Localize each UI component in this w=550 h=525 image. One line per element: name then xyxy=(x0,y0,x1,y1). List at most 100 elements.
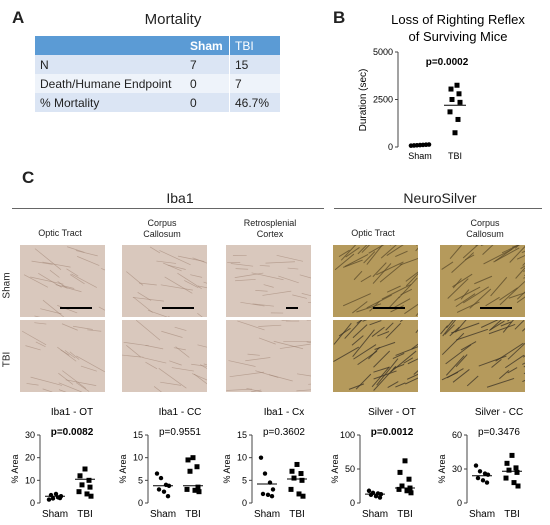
data-point-sham xyxy=(366,488,372,493)
data-point-sham xyxy=(154,471,160,476)
data-point-sham xyxy=(270,487,276,492)
data-point-tbi xyxy=(88,493,94,499)
y-tick-label: 5 xyxy=(242,475,247,485)
chart-b-title: of Surviving Mice xyxy=(409,29,508,44)
data-point-tbi xyxy=(397,469,403,475)
dot-plot-iba-cx: Iba1 - Cx p=0.3602 0 5 10 15 % Area Sham TBI xyxy=(222,407,307,520)
panel-c-letter: C xyxy=(22,168,35,187)
data-point-sham xyxy=(156,487,162,492)
cell-sham: 0 xyxy=(185,74,230,93)
row-label: Death/Humane Endpoint xyxy=(35,74,185,93)
data-point-sham xyxy=(265,492,271,498)
data-point-tbi xyxy=(288,486,294,492)
data-point-tbi xyxy=(513,465,519,471)
table-row: % Mortality 0 46.7% xyxy=(35,93,280,112)
header-blank xyxy=(35,36,185,55)
y-tick-label: 20 xyxy=(25,453,35,463)
iba1-heading: Iba1 xyxy=(166,190,194,206)
cell-tbi: 46.7% xyxy=(229,93,280,112)
data-point-sham xyxy=(484,480,490,485)
y-axis-label: % Area xyxy=(118,454,128,483)
data-point-tbi xyxy=(294,461,300,467)
data-point-tbi xyxy=(404,488,410,494)
data-point-tbi xyxy=(291,475,297,481)
y-tick-label: 30 xyxy=(25,430,35,440)
chart-title: Silver - CC xyxy=(475,407,523,418)
micrograph-image xyxy=(122,320,207,392)
chart-b-title: Loss of Righting Reflex xyxy=(391,12,525,27)
micrograph-image xyxy=(440,320,525,392)
micrograph-image xyxy=(226,320,311,392)
righting-reflex-chart: Loss of Righting Reflex of Surviving Mice… xyxy=(358,12,525,161)
data-point-tbi xyxy=(503,475,509,481)
data-point-tbi xyxy=(448,86,454,92)
data-point-sham xyxy=(373,494,379,499)
table-header-row: Sham TBI xyxy=(35,36,280,55)
x-tick-label: TBI xyxy=(504,509,520,520)
y-axis-label: Duration (sec) xyxy=(358,69,369,132)
x-tick-label: TBI xyxy=(397,509,413,520)
y-tick-label: 0 xyxy=(242,498,247,508)
data-point-sham xyxy=(50,496,56,501)
y-tick-label: 15 xyxy=(133,430,143,440)
data-point-tbi xyxy=(76,489,82,495)
data-point-tbi xyxy=(511,480,517,486)
chart-title: Iba1 - CC xyxy=(159,407,202,418)
region-label-ot-silver: Optic Tract xyxy=(351,228,395,238)
cell-tbi: 15 xyxy=(229,55,280,74)
header-sham: Sham xyxy=(185,36,230,55)
data-point-tbi xyxy=(452,130,458,136)
chart-pvalue: p=0.3602 xyxy=(263,427,305,438)
row-label: N xyxy=(35,55,185,74)
data-point-tbi xyxy=(296,491,302,497)
chart-pvalue: p=0.0012 xyxy=(371,427,414,438)
y-axis-label: % Area xyxy=(330,454,340,483)
row-label: % Mortality xyxy=(35,93,185,112)
dot-plot-silver-cc: Silver - CC p=0.3476 0 30 60 % Area Sham TBI xyxy=(437,407,523,520)
data-point-sham xyxy=(262,471,268,476)
data-point-tbi xyxy=(402,458,408,464)
data-point-tbi xyxy=(447,109,453,115)
x-tick-label: Sham xyxy=(408,151,432,161)
data-point-tbi xyxy=(299,477,305,483)
data-point-tbi xyxy=(185,457,191,463)
micrograph-image xyxy=(122,245,207,317)
data-point-sham xyxy=(426,142,432,147)
data-point-tbi xyxy=(455,116,461,122)
x-tick-label: Sham xyxy=(42,509,68,520)
chart-title: Silver - OT xyxy=(368,407,416,418)
data-point-sham xyxy=(377,495,383,500)
data-point-tbi xyxy=(515,483,521,489)
data-point-tbi xyxy=(190,455,196,461)
neurosilver-bracket xyxy=(334,208,542,209)
chart-pvalue: p=0.9551 xyxy=(159,427,201,438)
data-point-tbi xyxy=(79,482,85,488)
y-tick-label: 0 xyxy=(457,498,462,508)
data-point-tbi xyxy=(77,473,83,479)
data-point-sham xyxy=(258,455,264,460)
micrograph-image xyxy=(333,245,418,317)
data-point-tbi xyxy=(454,82,460,88)
data-point-tbi xyxy=(300,493,306,499)
neurosilver-heading: NeuroSilver xyxy=(403,190,477,206)
panel-a-letter: A xyxy=(12,8,25,27)
data-point-tbi xyxy=(298,471,304,477)
y-tick-label: 2500 xyxy=(373,95,393,105)
y-tick-label: 10 xyxy=(25,475,35,485)
data-point-tbi xyxy=(82,466,88,472)
data-point-tbi xyxy=(456,91,462,97)
cell-sham: 0 xyxy=(185,93,230,112)
y-axis-label: % Area xyxy=(10,454,20,483)
data-point-tbi xyxy=(399,483,405,489)
x-tick-label: Sham xyxy=(150,509,176,520)
chart-pvalue: p=0.3476 xyxy=(478,427,520,438)
data-point-tbi xyxy=(87,484,93,490)
data-point-tbi xyxy=(396,486,402,492)
x-tick-label: Sham xyxy=(362,509,388,520)
header-tbi: TBI xyxy=(229,36,280,55)
dot-plot-iba-ot: Iba1 - OT p=0.0082 0 10 20 30 % Area Sham TBI xyxy=(10,407,95,520)
y-tick-label: 30 xyxy=(452,464,462,474)
data-point-sham xyxy=(473,463,479,468)
dot-plot-iba-cc: Iba1 - CC p=0.9551 0 5 10 15 % Area Sham TBI xyxy=(118,407,203,520)
table-row: Death/Humane Endpoint 0 7 xyxy=(35,74,280,93)
